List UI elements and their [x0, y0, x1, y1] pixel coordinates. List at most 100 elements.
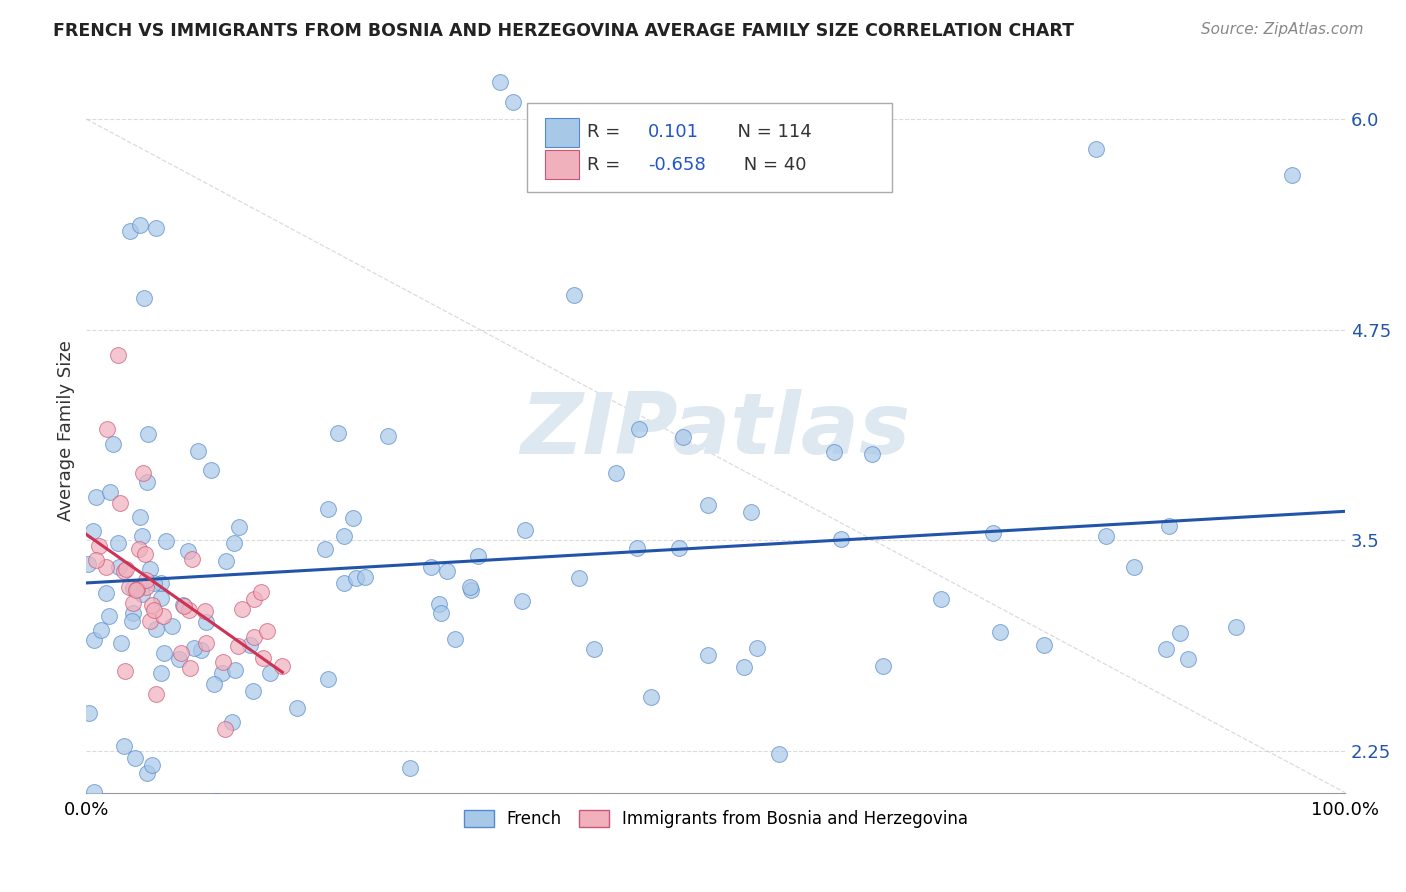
- Point: [628, 422, 651, 436]
- Point: [1177, 652, 1199, 666]
- Point: [98, 609, 121, 624]
- Point: [231, 602, 253, 616]
- Point: [626, 541, 648, 555]
- Point: [420, 560, 443, 574]
- Point: [90, 623, 112, 637]
- Point: [510, 594, 533, 608]
- Point: [129, 510, 152, 524]
- Point: [181, 551, 204, 566]
- Point: [107, 348, 129, 362]
- Point: [112, 739, 135, 753]
- Point: [160, 619, 183, 633]
- Point: [96, 422, 118, 436]
- Point: [1154, 642, 1177, 657]
- Point: [131, 529, 153, 543]
- Point: [131, 587, 153, 601]
- Point: [1085, 143, 1108, 157]
- Point: [183, 640, 205, 655]
- Point: [167, 652, 190, 666]
- Point: [125, 583, 148, 598]
- Point: [142, 603, 165, 617]
- Point: [141, 598, 163, 612]
- Point: [170, 646, 193, 660]
- Point: [399, 761, 422, 775]
- Point: [224, 663, 246, 677]
- Point: [134, 291, 156, 305]
- Point: [872, 658, 894, 673]
- Point: [141, 757, 163, 772]
- Point: [988, 624, 1011, 639]
- Point: [328, 426, 350, 441]
- Point: [502, 95, 524, 110]
- Point: [139, 614, 162, 628]
- FancyBboxPatch shape: [527, 103, 891, 192]
- Point: [128, 541, 150, 556]
- Point: [150, 576, 173, 591]
- Point: [120, 224, 142, 238]
- Point: [139, 562, 162, 576]
- Point: [84, 552, 107, 566]
- Point: [640, 690, 662, 704]
- Point: [226, 639, 249, 653]
- Point: [568, 571, 591, 585]
- Point: [668, 541, 690, 556]
- Text: N = 40: N = 40: [738, 156, 807, 174]
- Point: [1159, 518, 1181, 533]
- Point: [149, 665, 172, 680]
- Point: [981, 526, 1004, 541]
- Point: [173, 599, 195, 613]
- Point: [122, 581, 145, 595]
- Point: [605, 466, 627, 480]
- Point: [243, 630, 266, 644]
- Legend: French, Immigrants from Bosnia and Herzegovina: French, Immigrants from Bosnia and Herze…: [457, 804, 974, 835]
- Point: [176, 543, 198, 558]
- Point: [84, 490, 107, 504]
- Point: [153, 646, 176, 660]
- Point: [242, 684, 264, 698]
- Text: R =: R =: [588, 123, 626, 141]
- Point: [125, 582, 148, 596]
- Point: [211, 655, 233, 669]
- Point: [195, 615, 218, 629]
- Point: [129, 218, 152, 232]
- Text: N = 114: N = 114: [725, 123, 811, 141]
- Point: [436, 564, 458, 578]
- Point: [122, 606, 145, 620]
- Point: [190, 643, 212, 657]
- Point: [149, 591, 172, 605]
- Point: [458, 580, 481, 594]
- Point: [124, 751, 146, 765]
- Point: [316, 672, 339, 686]
- Point: [108, 560, 131, 574]
- Point: [377, 429, 399, 443]
- Point: [1094, 528, 1116, 542]
- Point: [114, 562, 136, 576]
- Point: [318, 502, 340, 516]
- Point: [94, 560, 117, 574]
- Point: [929, 592, 952, 607]
- Point: [239, 638, 262, 652]
- Point: [344, 571, 367, 585]
- Point: [444, 632, 467, 646]
- Point: [204, 794, 226, 808]
- Y-axis label: Average Family Size: Average Family Size: [58, 340, 75, 521]
- Point: [271, 658, 294, 673]
- Point: [132, 466, 155, 480]
- Point: [135, 573, 157, 587]
- Point: [145, 221, 167, 235]
- Point: [582, 641, 605, 656]
- Point: [172, 599, 194, 613]
- Point: [145, 622, 167, 636]
- Point: [249, 585, 271, 599]
- Point: [342, 510, 364, 524]
- Point: [214, 722, 236, 736]
- Point: [121, 596, 143, 610]
- Point: [354, 570, 377, 584]
- Text: -0.658: -0.658: [648, 156, 706, 174]
- Point: [135, 766, 157, 780]
- Point: [768, 747, 790, 762]
- Point: [187, 444, 209, 458]
- Point: [211, 666, 233, 681]
- Point: [179, 661, 201, 675]
- Point: [215, 554, 238, 568]
